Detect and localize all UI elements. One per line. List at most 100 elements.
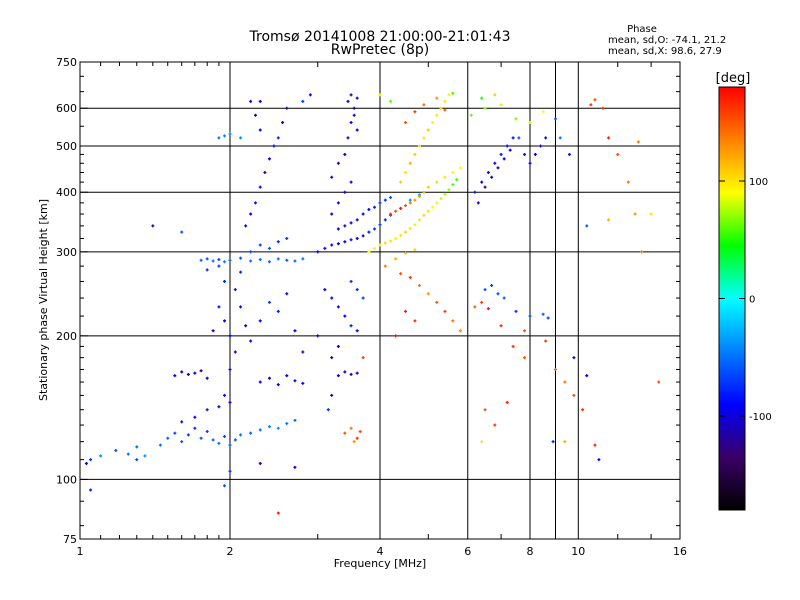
x-tick-label: 1 — [77, 545, 84, 558]
data-point — [597, 458, 601, 462]
data-point — [239, 270, 243, 274]
data-point — [490, 175, 494, 179]
data-point — [233, 288, 237, 292]
data-point — [349, 221, 353, 225]
data-point — [413, 110, 417, 114]
data-point — [394, 334, 398, 338]
data-point — [601, 106, 605, 110]
data-point — [422, 213, 426, 217]
data-point — [373, 246, 377, 250]
data-point — [553, 117, 557, 121]
data-point — [330, 296, 334, 300]
data-point — [373, 227, 377, 231]
data-point — [417, 218, 421, 222]
data-point — [193, 371, 197, 375]
data-point — [285, 374, 289, 378]
data-point — [539, 144, 543, 148]
data-point — [233, 350, 237, 354]
data-point — [389, 239, 393, 243]
data-point — [239, 305, 243, 309]
data-point — [293, 465, 297, 469]
data-point — [316, 250, 320, 254]
data-point — [633, 212, 637, 216]
data-point — [403, 204, 407, 208]
data-point — [258, 258, 262, 262]
data-point — [308, 93, 312, 97]
data-point — [589, 103, 593, 107]
data-point — [399, 272, 403, 276]
data-point — [228, 443, 232, 447]
data-point — [389, 195, 393, 199]
data-point — [408, 201, 412, 205]
data-point — [217, 258, 221, 262]
data-point — [223, 393, 227, 397]
data-point — [233, 438, 237, 442]
plot-area: 1 2 4 6 8 10 16 75 100 200 300 400 500 600 750 — [56, 56, 687, 558]
phase-info-o: mean, sd,O: -74.1, 21.2 — [608, 35, 726, 46]
data-point — [417, 283, 421, 287]
data-point — [349, 238, 353, 242]
data-point — [383, 241, 387, 245]
data-point — [394, 257, 398, 261]
y-tick-label: 100 — [56, 473, 77, 486]
data-point — [373, 205, 377, 209]
data-point — [523, 356, 527, 360]
data-point — [135, 445, 139, 449]
data-point — [205, 376, 209, 380]
data-point — [301, 350, 305, 354]
data-point — [593, 443, 597, 447]
data-point — [151, 224, 155, 228]
data-point — [180, 370, 184, 374]
data-point — [517, 136, 521, 140]
data-point — [483, 185, 487, 189]
data-point — [585, 224, 589, 228]
data-point — [403, 230, 407, 234]
data-point — [228, 258, 232, 262]
data-point — [403, 170, 407, 174]
data-point — [572, 393, 576, 397]
data-point — [276, 309, 280, 313]
data-point — [413, 198, 417, 202]
data-point — [346, 99, 350, 103]
data-point — [180, 420, 184, 424]
data-point — [323, 288, 327, 292]
x-tick-label: 10 — [571, 545, 585, 558]
data-point — [285, 292, 289, 296]
data-point — [541, 110, 545, 114]
data-point — [84, 461, 88, 465]
data-point — [343, 152, 347, 156]
data-point — [326, 408, 330, 412]
data-point — [473, 190, 477, 194]
data-point — [346, 136, 350, 140]
data-point — [514, 309, 518, 313]
data-point — [343, 431, 347, 435]
data-point — [355, 436, 359, 440]
data-point — [193, 426, 197, 430]
data-point — [581, 408, 585, 412]
colorbar-tick-label: 0 — [749, 295, 755, 306]
y-tick-label: 200 — [56, 330, 77, 343]
data-point — [217, 405, 221, 409]
data-point — [413, 248, 417, 252]
data-point — [223, 319, 227, 323]
data-point — [480, 180, 484, 184]
data-point — [180, 440, 184, 444]
data-point — [343, 370, 347, 374]
data-point — [626, 180, 630, 184]
data-point — [244, 324, 248, 328]
data-point — [263, 170, 267, 174]
data-point — [443, 309, 447, 313]
data-point — [493, 161, 497, 165]
data-point — [355, 96, 359, 100]
data-point — [228, 469, 232, 473]
data-point — [443, 99, 447, 103]
data-point — [435, 180, 439, 184]
data-point — [352, 440, 356, 444]
data-point — [378, 201, 382, 205]
data-point — [528, 121, 532, 125]
data-point — [143, 454, 147, 458]
data-point — [389, 99, 393, 103]
data-point — [330, 243, 334, 247]
data-point — [205, 408, 209, 412]
colorbar-ticks: 100 0 -100 — [719, 177, 772, 423]
